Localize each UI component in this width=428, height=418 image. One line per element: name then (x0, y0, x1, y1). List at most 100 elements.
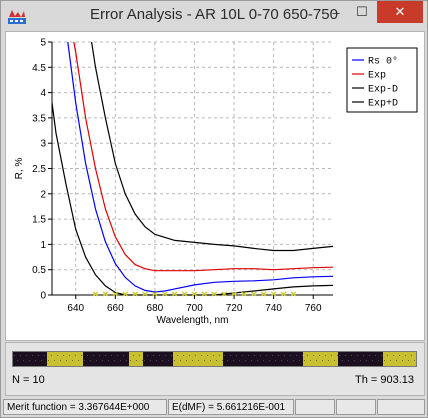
progress-dither (372, 360, 373, 361)
target-marker (201, 291, 208, 297)
progress-segment (83, 352, 129, 366)
progress-dither (322, 360, 323, 361)
progress-dither (168, 360, 169, 361)
target-marker (260, 291, 267, 297)
progress-dither (402, 360, 403, 361)
target-marker (122, 291, 129, 297)
legend-box (346, 47, 418, 113)
target-marker (221, 291, 228, 297)
progress-dither (159, 355, 160, 356)
progress-dither (60, 360, 61, 361)
plot-panel[interactable]: 0 0.5 1 1.5 2 2.5 3 3.5 4 4.5 5 640 660 680 700 720 740 7… (5, 31, 425, 341)
progress-dither (375, 355, 376, 356)
minimize-button[interactable]: – (323, 1, 349, 23)
progress-dither (57, 355, 58, 356)
progress-dither (408, 360, 409, 361)
progress-dither (281, 360, 282, 361)
target-marker (241, 291, 247, 297)
progress-dither (213, 355, 214, 356)
progress-dither (310, 360, 311, 361)
y-tick-label: 4.5 (32, 63, 46, 74)
progress-segment (383, 352, 416, 366)
progress-dither (75, 355, 76, 356)
target-marker (280, 291, 287, 297)
close-button[interactable]: ✕ (377, 1, 423, 23)
progress-dither (257, 360, 258, 361)
progress-dither (245, 360, 246, 361)
progress-dither (239, 360, 240, 361)
target-marker (132, 291, 138, 297)
progress-dither (38, 355, 39, 356)
y-tick-label: 2 (40, 189, 46, 200)
progress-dither (227, 360, 228, 361)
progress-dither (230, 355, 231, 356)
progress-dither (351, 355, 352, 356)
progress-segment (143, 352, 173, 366)
progress-dither (142, 360, 143, 361)
progress-dither (14, 355, 15, 356)
progress-dither (393, 355, 394, 356)
x-tick-label: 740 (265, 303, 282, 314)
y-tick-label: 0 (40, 291, 46, 302)
progress-dither (219, 355, 220, 356)
y-tick-label: 1.5 (32, 215, 46, 226)
progress-dither (130, 360, 131, 361)
y-axis-label: R, % (14, 158, 25, 180)
progress-dither (390, 360, 391, 361)
progress-dither (189, 355, 190, 356)
progress-dither (337, 355, 338, 356)
maximize-button[interactable]: ☐ (349, 1, 375, 23)
x-tick-label: 700 (186, 303, 203, 314)
x-tick-label: 720 (226, 303, 243, 314)
progress-dither (198, 360, 199, 361)
progress-dither (87, 355, 88, 356)
progress-dither (275, 360, 276, 361)
y-tick-label: 5 (40, 38, 46, 49)
progress-segment (173, 352, 223, 366)
progress-dither (299, 360, 300, 361)
series-lines (52, 41, 333, 296)
progress-dither (357, 355, 358, 356)
progress-dither (93, 355, 94, 356)
progress-dither (63, 355, 64, 356)
target-marker (112, 291, 119, 297)
legend-label: Exp+D (368, 99, 398, 110)
status-cell-5 (377, 399, 425, 415)
progress-dither (144, 360, 145, 361)
target-marker (191, 291, 198, 297)
progress-dither (120, 360, 121, 361)
progress-dither (35, 360, 36, 361)
progress-segment (303, 352, 338, 366)
progress-panel: N = 10 Th = 903.13 (5, 342, 425, 396)
progress-dither (287, 360, 288, 361)
progress-dither (150, 360, 151, 361)
progress-dither (174, 360, 175, 361)
progress-dither (222, 360, 223, 361)
progress-dither (369, 355, 370, 356)
progress-dither (248, 355, 249, 356)
target-marker (250, 291, 257, 297)
progress-dither (296, 355, 297, 356)
progress-dither (254, 355, 255, 356)
target-marker (211, 291, 218, 297)
status-cell-4 (336, 399, 376, 415)
axes: 0 0.5 1 1.5 2 2.5 3 3.5 4 4.5 5 640 660 680 700 720 740 7… (14, 38, 333, 326)
progress-dither (153, 355, 154, 356)
progress-dither (251, 360, 252, 361)
title-bar[interactable]: Error Analysis - AR 10L 0-70 650-750 – ☐… (1, 1, 427, 31)
status-bar: Merit function = 3.367644E+000 E(dMF) = … (1, 397, 427, 417)
progress-dither (90, 360, 91, 361)
progress-dither (302, 355, 303, 356)
progress-dither (399, 355, 400, 356)
progress-dither (325, 355, 326, 356)
progress-dither (224, 355, 225, 356)
progress-dither (99, 355, 100, 356)
progress-dither (387, 355, 388, 356)
progress-dither (147, 355, 148, 356)
progress-dither (360, 360, 361, 361)
target-marker (270, 291, 277, 297)
progress-dither (108, 360, 109, 361)
merit-function-status: Merit function = 3.367644E+000 (3, 399, 167, 415)
progress-dither (290, 355, 291, 356)
